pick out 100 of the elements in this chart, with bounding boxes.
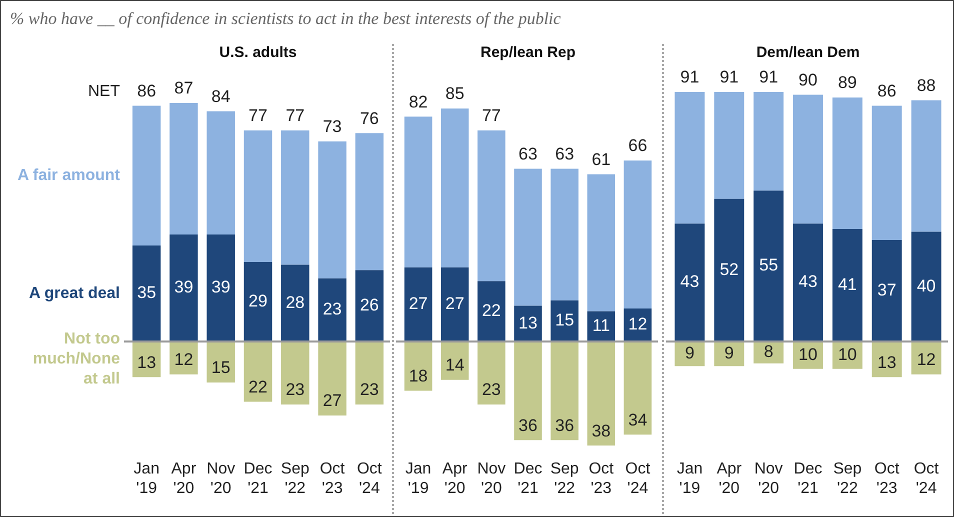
- bar: [832, 229, 862, 342]
- annotation: 91: [759, 68, 778, 87]
- bar: [132, 246, 161, 342]
- bar: [478, 130, 506, 282]
- annotation: 82: [408, 92, 428, 112]
- bar: [281, 264, 310, 342]
- annotation: 36: [555, 416, 574, 435]
- annotation: 36: [518, 416, 538, 435]
- annotation: 86: [877, 81, 896, 100]
- bar: [478, 341, 506, 404]
- annotation: 76: [360, 108, 379, 128]
- data-label: 41: [838, 274, 857, 294]
- x-tick-label: Apr '20: [442, 460, 468, 497]
- x-tick-label: Sep '22: [280, 460, 310, 497]
- annotation: 91: [720, 68, 739, 87]
- annotation: 73: [322, 117, 342, 136]
- bar: [550, 300, 578, 342]
- text: NET: [88, 83, 120, 100]
- annotation: 38: [592, 421, 611, 440]
- bar: [550, 341, 578, 440]
- annotation: 88: [916, 76, 936, 95]
- annotation: 77: [482, 106, 501, 126]
- bar: [244, 130, 272, 262]
- bar: [587, 174, 616, 312]
- annotation: 9: [724, 343, 734, 362]
- annotation: 87: [174, 78, 194, 98]
- annotation: 14: [445, 356, 464, 374]
- x-tick-label: Oct '23: [588, 460, 614, 497]
- bar: [440, 267, 469, 342]
- annotation: 23: [482, 380, 501, 400]
- annotation: 90: [798, 70, 818, 90]
- annotation: 77: [286, 106, 305, 126]
- annotation: 23: [360, 380, 379, 400]
- x-tick-label: Oct '24: [356, 460, 382, 497]
- x-tick-label: Jan '19: [405, 460, 432, 497]
- annotation: 34: [628, 410, 648, 430]
- bar: [318, 141, 346, 278]
- annotation: 18: [408, 366, 428, 386]
- annotation: 61: [592, 150, 611, 169]
- bar: [318, 278, 346, 342]
- bar: [281, 130, 310, 265]
- data-label: 27: [445, 294, 464, 314]
- annotation: 91: [680, 68, 700, 87]
- annotation: 13: [877, 352, 896, 372]
- x-tick-label: Jan '19: [134, 460, 160, 497]
- bar: [440, 108, 469, 268]
- x-tick-label: Nov '20: [206, 460, 236, 497]
- series-label: A fair amount: [17, 167, 121, 184]
- annotation: 15: [211, 358, 230, 378]
- annotation: 63: [555, 144, 574, 164]
- data-label: 43: [798, 272, 818, 292]
- x-tick-label: Dec '21: [794, 460, 822, 497]
- bar: [911, 100, 942, 232]
- bar: [624, 160, 652, 309]
- bar: [170, 102, 198, 235]
- bar: [355, 133, 384, 270]
- annotation: 12: [174, 350, 194, 370]
- bar: [281, 341, 310, 404]
- annotation: 84: [211, 86, 230, 106]
- bar: [754, 190, 784, 342]
- data-label: 13: [518, 313, 538, 332]
- bar: [355, 341, 384, 404]
- bar: [714, 92, 744, 199]
- data-label: 29: [248, 291, 268, 310]
- x-tick-label: Dec '21: [244, 460, 272, 497]
- bar: [911, 232, 942, 342]
- annotation: 9: [684, 343, 694, 362]
- bar: [132, 106, 161, 246]
- annotation: 22: [248, 377, 268, 396]
- x-tick-label: Oct '23: [874, 460, 900, 497]
- data-label: 40: [916, 276, 936, 296]
- bar: [514, 168, 542, 306]
- x-tick-label: Oct '23: [320, 460, 346, 497]
- chart-subtitle: U.S. adults: [218, 44, 298, 61]
- data-label: 37: [877, 280, 896, 300]
- annotation: 27: [322, 391, 342, 410]
- x-tick-label: Sep '22: [833, 460, 862, 497]
- bar: [872, 240, 902, 342]
- bar: [793, 224, 823, 342]
- data-label: 27: [408, 294, 428, 314]
- annotation: 10: [838, 344, 857, 364]
- bar: [206, 234, 235, 342]
- bar: [440, 341, 469, 380]
- data-label: 11: [592, 316, 610, 336]
- bar: [832, 97, 862, 230]
- annotation: 23: [286, 380, 305, 400]
- x-tick-label: Oct '24: [625, 460, 651, 497]
- bar: [206, 341, 235, 383]
- x-tick-label: Apr '20: [716, 460, 742, 497]
- x-tick-label: Oct '24: [914, 460, 940, 497]
- bar: [872, 106, 902, 240]
- bar: [714, 198, 744, 342]
- data-label: 35: [137, 283, 156, 302]
- annotation: 66: [628, 136, 648, 156]
- data-label: 23: [322, 300, 342, 319]
- annotation: 77: [248, 106, 268, 126]
- bar: [754, 92, 784, 191]
- x-tick-label: Apr '20: [171, 460, 197, 497]
- x-tick-label: Dec '21: [514, 460, 542, 497]
- annotation: 63: [518, 144, 538, 164]
